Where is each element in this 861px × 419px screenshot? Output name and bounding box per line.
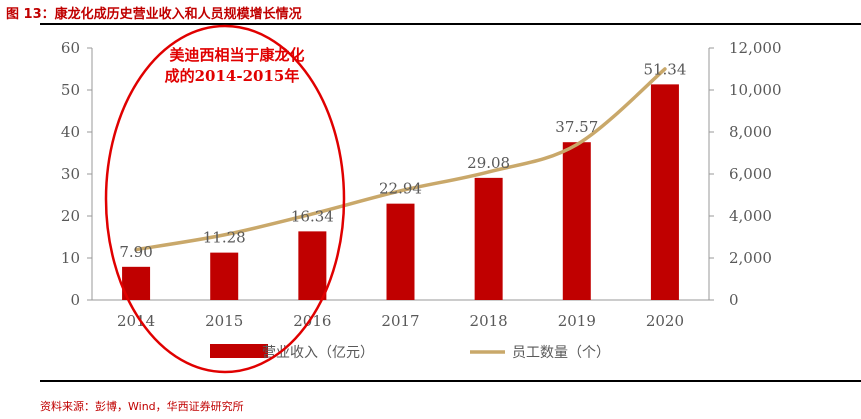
left-y-axis: 0 10 20 30 40 50 60 [61, 39, 93, 309]
right-axis-tick-label: 0 [729, 291, 739, 309]
legend-label-headcount: 员工数量（个） [512, 345, 610, 361]
annotation-line-1: 美迪西相当于康龙化 [169, 46, 304, 64]
revenue-bar [474, 177, 503, 300]
x-axis-tick-label: 2014 [117, 312, 155, 330]
comparison-annotation: 美迪西相当于康龙化 成的2014-2015年 [104, 24, 346, 374]
revenue-bar [562, 142, 591, 300]
left-axis-tick-label: 20 [61, 207, 80, 225]
revenue-headcount-chart: 0 10 20 30 40 50 60 0 2,000 4,000 6,000 8,000 10,00… [61, 24, 782, 374]
headcount-point [663, 67, 667, 71]
revenue-data-label: 37.57 [555, 118, 598, 136]
x-axis-tick-label: 2020 [646, 312, 684, 330]
x-axis-tick-label: 2017 [381, 312, 419, 330]
left-axis-tick-label: 40 [61, 123, 80, 141]
revenue-data-labels: 7.90 11.28 16.34 22.94 29.08 37.57 51.34 [119, 60, 686, 260]
left-axis-tick-label: 30 [61, 165, 80, 183]
revenue-data-label: 22.94 [379, 180, 422, 198]
headcount-point [222, 233, 226, 237]
annotation-line-2: 成的2014-2015年 [165, 67, 300, 85]
revenue-bar [210, 252, 239, 300]
right-axis-tick-label: 6,000 [729, 165, 772, 183]
headcount-point [310, 212, 314, 216]
revenue-bar [386, 203, 415, 300]
left-axis-tick-label: 0 [70, 291, 80, 309]
figure-title: 图 13：康龙化成历史营业收入和人员规模增长情况 [6, 7, 302, 22]
left-axis-tick-label: 60 [61, 39, 80, 57]
x-axis-tick-label: 2015 [205, 312, 243, 330]
right-axis-tick-label: 12,000 [729, 39, 782, 57]
legend-label-revenue: 营业收入（亿元） [262, 345, 374, 361]
right-y-axis: 0 2,000 4,000 6,000 8,000 10,000 12,000 [708, 39, 782, 309]
left-axis-tick-label: 10 [61, 249, 80, 267]
x-axis-tick-label: 2019 [558, 312, 596, 330]
x-axis: 2014 2015 2016 2017 2018 2019 2020 [92, 299, 709, 330]
right-axis-tick-label: 4,000 [729, 207, 772, 225]
left-axis-tick-label: 50 [61, 81, 80, 99]
x-axis-tick-label: 2016 [293, 312, 331, 330]
revenue-bar [650, 84, 679, 300]
bottom-rule [40, 380, 861, 382]
headcount-point [575, 143, 579, 147]
legend-swatch-revenue [210, 344, 268, 358]
right-axis-tick-label: 10,000 [729, 81, 782, 99]
revenue-data-label: 51.34 [643, 60, 686, 78]
annotation-ellipse [104, 24, 346, 374]
chart-legend: 营业收入（亿元） 员工数量（个） [210, 344, 610, 361]
revenue-data-label: 7.90 [119, 243, 152, 261]
x-axis-tick-label: 2018 [470, 312, 508, 330]
revenue-data-label: 29.08 [467, 154, 510, 172]
headcount-line [134, 67, 667, 252]
right-axis-tick-label: 8,000 [729, 123, 772, 141]
revenue-data-label: 16.34 [291, 207, 334, 225]
headcount-point [487, 170, 491, 174]
source-note: 资料来源：彭博，Wind，华西证券研究所 [40, 400, 244, 413]
headcount-point [134, 248, 138, 252]
top-rule [40, 23, 861, 25]
revenue-bars [122, 84, 679, 300]
right-axis-tick-label: 2,000 [729, 249, 772, 267]
revenue-bar [298, 231, 327, 300]
revenue-data-label: 11.28 [203, 229, 246, 247]
headcount-point [399, 189, 402, 193]
